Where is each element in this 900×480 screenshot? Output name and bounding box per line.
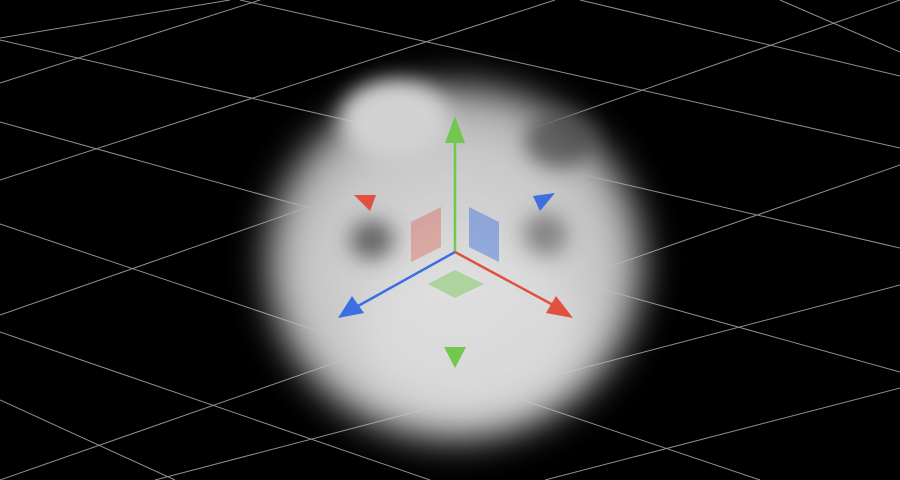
x-axis-arrow-icon[interactable]: [546, 296, 573, 318]
xz-plane-handle[interactable]: [428, 270, 484, 298]
xy-plane-handle[interactable]: [411, 207, 441, 262]
yz-plane-handle[interactable]: [469, 207, 499, 262]
negative-y-arrow-icon[interactable]: [444, 347, 466, 368]
y-axis-arrow-icon[interactable]: [445, 116, 465, 143]
translate-gizmo[interactable]: [338, 116, 573, 368]
x-axis-line[interactable]: [454, 250, 556, 308]
negative-z-arrow-icon[interactable]: [533, 193, 555, 211]
negative-x-arrow-icon[interactable]: [354, 195, 376, 211]
z-axis-arrow-icon[interactable]: [338, 296, 364, 318]
z-axis-line[interactable]: [357, 250, 456, 308]
